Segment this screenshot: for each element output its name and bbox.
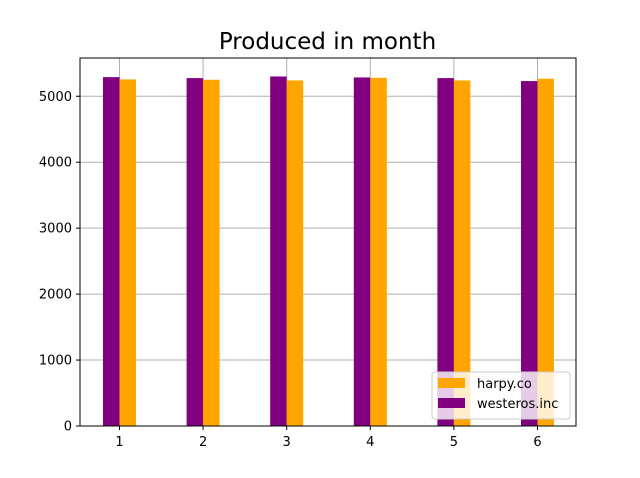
bar-westeros-inc xyxy=(270,76,287,427)
legend-swatch xyxy=(438,378,465,388)
bar-harpy-co xyxy=(370,77,387,426)
y-tick-label: 1000 xyxy=(39,354,72,369)
y-tick-label: 3000 xyxy=(39,222,72,237)
legend-label: westeros.inc xyxy=(477,397,558,412)
bar-harpy-co xyxy=(537,78,554,426)
y-tick-label: 4000 xyxy=(39,156,72,171)
legend: harpy.co westeros.inc xyxy=(431,371,571,420)
plot-frame xyxy=(79,57,577,427)
x-tick-label: 4 xyxy=(366,435,374,450)
bar-harpy-co xyxy=(286,80,304,426)
chart-title: Produced in month xyxy=(219,29,436,55)
legend-swatch xyxy=(438,398,465,408)
legend-label: harpy.co xyxy=(477,377,532,392)
y-tick-label: 0 xyxy=(64,420,72,435)
bar-westeros-inc xyxy=(521,81,538,427)
bars xyxy=(103,76,554,427)
x-tick-label: 3 xyxy=(283,435,291,450)
x-tick-label: 2 xyxy=(199,435,207,450)
y-tick-label: 2000 xyxy=(39,288,72,303)
bar-harpy-co xyxy=(119,79,136,427)
legend-box xyxy=(431,371,571,420)
x-axis: 1 2 3 4 5 6 xyxy=(115,426,542,450)
bar-harpy-co xyxy=(453,80,471,426)
bar-westeros-inc xyxy=(103,77,120,426)
bar-westeros-inc xyxy=(186,78,204,427)
x-tick-label: 6 xyxy=(533,435,541,450)
bar-westeros-inc xyxy=(437,78,454,427)
x-tick-label: 1 xyxy=(115,435,123,450)
bar-westeros-inc xyxy=(353,77,371,426)
y-axis: 0 1000 2000 3000 4000 5000 xyxy=(39,90,80,435)
y-tick-label: 5000 xyxy=(39,90,72,105)
bar-harpy-co xyxy=(203,79,220,427)
x-tick-label: 5 xyxy=(450,435,458,450)
grid-lines xyxy=(80,58,576,427)
